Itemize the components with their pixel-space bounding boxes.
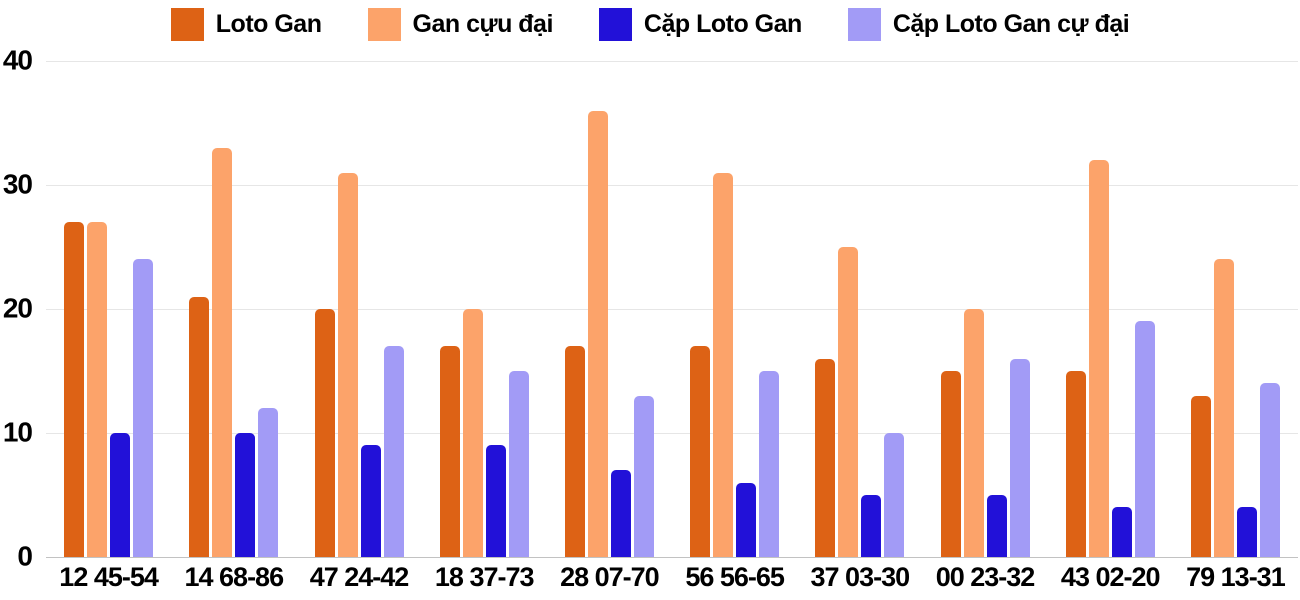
legend-swatch-icon [170, 8, 204, 41]
bar-group [296, 61, 421, 557]
bar-cặp-loto-gan-cự-đại[interactable] [759, 371, 780, 557]
y-tick-label: 0 [17, 540, 33, 572]
bar-cặp-loto-gan[interactable] [1236, 507, 1257, 557]
bar-cặp-loto-gan-cự-đại[interactable] [884, 433, 905, 557]
bar-group [1173, 61, 1298, 557]
bar-group [171, 61, 296, 557]
bar-gan-cựu-đại[interactable] [1088, 160, 1109, 557]
bar-group [797, 61, 922, 557]
bar-group [547, 61, 672, 557]
legend-item[interactable]: Gan cựu đại [367, 8, 554, 41]
bar-gan-cựu-đại[interactable] [963, 309, 984, 557]
gridline [46, 308, 1298, 310]
legend-label: Loto Gan [215, 10, 322, 38]
y-tick-label: 40 [2, 44, 33, 76]
bar-group [1048, 61, 1173, 557]
legend-swatch-icon [847, 8, 881, 41]
bar-loto-gan[interactable] [189, 296, 210, 557]
bar-loto-gan[interactable] [1065, 371, 1086, 557]
bar-gan-cựu-đại[interactable] [713, 172, 734, 557]
gridline [46, 432, 1298, 434]
bar-groups [46, 61, 1298, 557]
bar-cặp-loto-gan[interactable] [1111, 507, 1132, 557]
bar-group [672, 61, 797, 557]
bar-group [422, 61, 547, 557]
bar-gan-cựu-đại[interactable] [462, 309, 483, 557]
x-tick-label: 28 07-70 [560, 562, 660, 592]
legend-item[interactable]: Cặp Loto Gan [598, 8, 802, 41]
y-tick-label: 30 [2, 168, 33, 200]
legend-item[interactable]: Cặp Loto Gan cự đại [847, 8, 1130, 41]
legend-swatch-icon [367, 8, 401, 41]
bar-loto-gan[interactable] [940, 371, 961, 557]
x-tick-label: 56 56-65 [685, 562, 785, 592]
plot-area [46, 60, 1298, 558]
bar-gan-cựu-đại[interactable] [587, 110, 608, 557]
legend: Loto Gan Gan cựu đại Cặp Loto Gan Cặp Loto … [0, 8, 1300, 41]
bar-cặp-loto-gan[interactable] [235, 433, 256, 557]
bar-cặp-loto-gan[interactable] [360, 445, 381, 557]
bar-group [46, 61, 171, 557]
bar-loto-gan[interactable] [690, 346, 711, 557]
bar-cặp-loto-gan[interactable] [986, 495, 1007, 557]
legend-swatch-icon [598, 8, 632, 41]
bar-loto-gan[interactable] [1190, 395, 1211, 557]
bar-cặp-loto-gan-cự-đại[interactable] [1009, 358, 1030, 557]
bar-cặp-loto-gan[interactable] [861, 495, 882, 557]
bar-group [922, 61, 1047, 557]
y-tick-label: 20 [2, 292, 33, 324]
bar-cặp-loto-gan-cự-đại[interactable] [1134, 321, 1155, 557]
legend-label: Cặp Loto Gan cự đại [892, 10, 1130, 38]
legend-label: Cặp Loto Gan [643, 10, 802, 38]
bar-gan-cựu-đại[interactable] [838, 247, 859, 557]
x-tick-label: 18 37-73 [434, 562, 535, 592]
gridline [46, 184, 1298, 186]
x-tick-label: 00 23-32 [935, 562, 1036, 592]
bar-cặp-loto-gan-cự-đại[interactable] [633, 395, 654, 557]
bar-cặp-loto-gan-cự-đại[interactable] [258, 408, 279, 557]
bar-cặp-loto-gan[interactable] [610, 470, 631, 557]
y-tick-label: 10 [2, 416, 33, 448]
bar-cặp-loto-gan-cự-đại[interactable] [383, 346, 404, 557]
bar-cặp-loto-gan-cự-đại[interactable] [133, 259, 154, 557]
x-tick-label: 47 24-42 [309, 562, 410, 592]
x-axis: 12 45-54 14 68-86 47 24-42 18 37-73 28 07-70… [46, 562, 1298, 593]
bar-loto-gan[interactable] [815, 358, 836, 557]
bar-gan-cựu-đại[interactable] [212, 147, 233, 557]
bar-cặp-loto-gan-cự-đại[interactable] [508, 371, 529, 557]
bar-gan-cựu-đại[interactable] [87, 222, 108, 557]
x-tick-label: 79 13-31 [1186, 562, 1286, 592]
bar-loto-gan[interactable] [64, 222, 85, 557]
x-tick-label: 14 68-86 [184, 562, 285, 592]
y-axis: 0 10 20 30 40 [0, 44, 34, 571]
bar-cặp-loto-gan[interactable] [110, 433, 131, 557]
x-tick-label: 12 45-54 [59, 562, 159, 592]
bar-cặp-loto-gan[interactable] [485, 445, 506, 557]
bar-loto-gan[interactable] [564, 346, 585, 557]
bar-gan-cựu-đại[interactable] [1213, 259, 1234, 557]
bar-loto-gan[interactable] [314, 309, 335, 557]
legend-label: Gan cựu đại [412, 10, 554, 38]
bar-loto-gan[interactable] [439, 346, 460, 557]
x-tick-label: 43 02-20 [1060, 562, 1161, 592]
bar-cặp-loto-gan[interactable] [736, 482, 757, 557]
bar-cặp-loto-gan-cự-đại[interactable] [1259, 383, 1280, 557]
x-axis-baseline [46, 557, 1298, 558]
x-tick-label: 37 03-30 [810, 562, 911, 592]
legend-item[interactable]: Loto Gan [170, 8, 322, 41]
gridline [46, 60, 1298, 62]
bar-gan-cựu-đại[interactable] [337, 172, 358, 557]
